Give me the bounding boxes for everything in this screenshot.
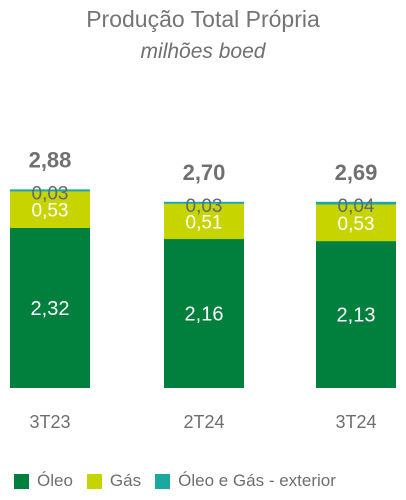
category-label-3t24: 3T24: [335, 412, 376, 432]
bar-oleo-e-gas-exterior-3t24: [316, 201, 396, 205]
data-label-gas-2t24: 0,51: [186, 212, 223, 233]
data-label-oleo-2t24: 2,16: [185, 304, 224, 326]
legend-label-exterior: Óleo e Gás - exterior: [178, 471, 336, 490]
legend-item-oleo: Óleo: [14, 471, 73, 491]
bar-gas-3t24: [316, 204, 396, 242]
legend-item-exterior: Óleo e Gás - exterior: [155, 471, 336, 491]
chart-subtitle: milhões boed: [140, 40, 266, 63]
legend-swatch-oleo: [14, 473, 29, 489]
legend-swatch-gas: [86, 473, 102, 489]
data-label-gas-3t24: 0,53: [338, 214, 375, 235]
category-label-3t23: 3T23: [29, 412, 70, 432]
category-label-2t24: 2T24: [183, 412, 224, 432]
bar-oleo-2t24: [164, 239, 244, 388]
legend-swatch-exterior: [155, 473, 171, 489]
bar-oleo-e-gas-exterior-2t24: [164, 201, 244, 204]
legend-label-oleo: Óleo: [37, 471, 73, 490]
total-label-3t23: 2,88: [29, 147, 72, 172]
chart-legend: Óleo Gás Óleo e Gás - exterior: [14, 470, 350, 492]
data-label-oleo-3t24: 2,13: [337, 305, 376, 327]
data-label-oleo-e-gas-exterior-3t23: 0,03: [32, 183, 69, 204]
legend-label-gas: Gás: [109, 471, 142, 490]
data-label-oleo-e-gas-exterior-2t24: 0,03: [186, 196, 223, 217]
bar-oleo-3t23: [10, 228, 90, 388]
data-label-oleo-e-gas-exterior-3t24: 0,04: [338, 196, 375, 217]
bar-gas-3t23: [10, 191, 90, 228]
data-label-oleo-3t23: 2,32: [31, 298, 70, 320]
total-label-3t24: 2,69: [335, 160, 378, 185]
bar-oleo-e-gas-exterior-3t23: [10, 189, 90, 192]
bar-gas-2t24: [164, 203, 244, 240]
legend-item-gas: Gás: [86, 471, 142, 491]
bar-oleo-3t24: [316, 241, 396, 388]
chart-title: Produção Total Própria: [86, 6, 320, 32]
data-label-gas-3t23: 0,53: [32, 201, 69, 222]
total-label-2t24: 2,70: [183, 160, 226, 185]
